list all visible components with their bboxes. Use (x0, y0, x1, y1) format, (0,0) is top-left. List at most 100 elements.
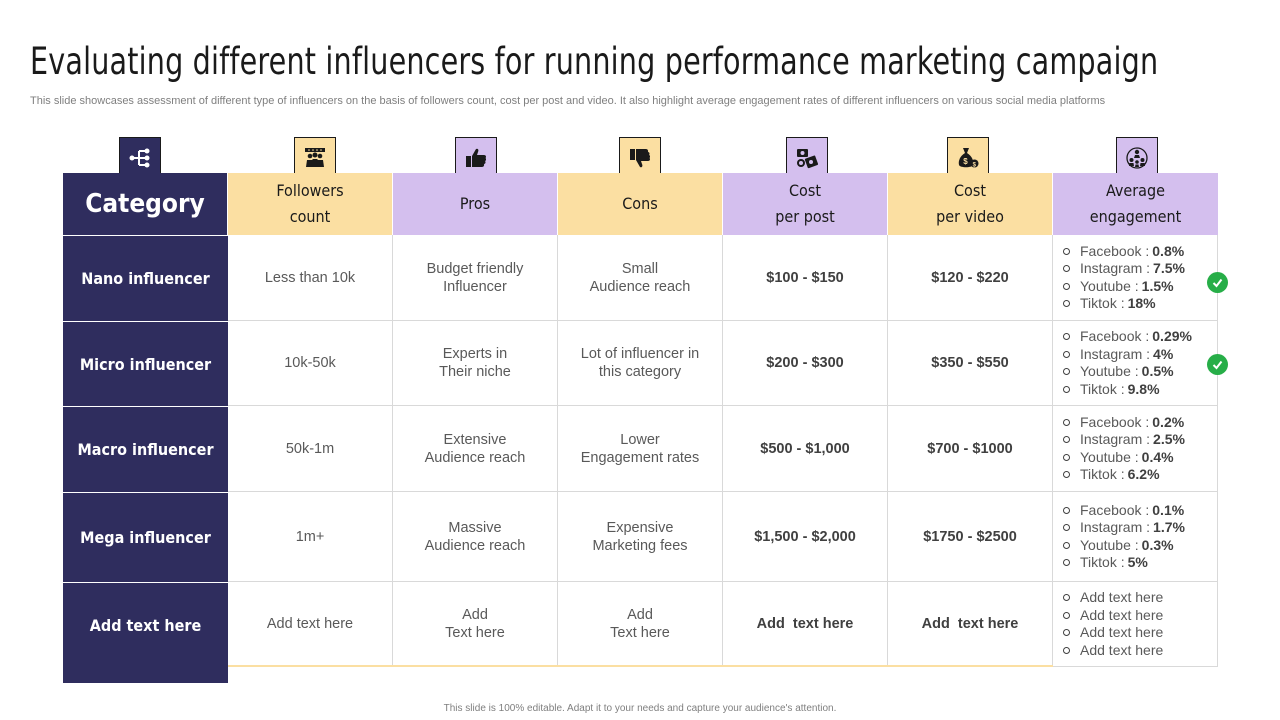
cell-text: Less than 10k (264, 269, 356, 286)
hierarchy-icon (119, 137, 161, 179)
cell-text: Text here (445, 625, 505, 641)
cell-text: Text here (610, 625, 670, 641)
header-cost-post-line2: per post (775, 207, 835, 226)
platform-value: 6.2% (1127, 466, 1160, 482)
cell-text: Add text here (266, 616, 354, 632)
cell-text: Engagement rates (580, 449, 700, 466)
cell-engagement: Facebook : 0.1% Instagram : 1.7% Youtube… (1053, 492, 1218, 582)
row-label-placeholder: Add text here (63, 582, 228, 667)
cell-cons: Lot of influencer in this category (558, 321, 723, 406)
platform-value: 1.7% (1153, 519, 1185, 535)
platform-label: Instagram : (1080, 519, 1151, 535)
cell-text: Marketing fees (592, 537, 688, 554)
cell-text: Experts in (442, 346, 508, 362)
cell-cons: Small Audience reach (558, 235, 723, 321)
platform-label: Instagram : (1080, 345, 1151, 362)
cell-engagement: Facebook : 0.8% Instagram : 7.5% Youtube… (1053, 235, 1218, 321)
header-cons: Cons (558, 173, 723, 235)
list-item: Tiktok : 6.2% (1063, 466, 1217, 484)
list-item: Youtube :1.5% (1063, 278, 1217, 296)
bullet-icon (1063, 559, 1070, 567)
cell-followers: Add text here (228, 582, 393, 667)
bullet-icon (1063, 385, 1070, 393)
cell-text: this category (598, 364, 682, 380)
money-icon (786, 137, 828, 179)
cell-cost-per-video: $700 - $1000 (888, 406, 1053, 492)
header-cost-video-line2: per video (936, 207, 1004, 226)
money-bag-icon: $ $ (947, 137, 989, 179)
header-followers-line1: Followers (276, 181, 344, 200)
platform-value: 0.4% (1141, 448, 1174, 465)
platform-label: Facebook : (1080, 242, 1150, 259)
platform-value: 2.5% (1153, 431, 1185, 447)
cell-cons: Lower Engagement rates (558, 406, 723, 492)
category-column-background (63, 173, 228, 683)
cell-pros: Experts in Their niche (393, 321, 558, 406)
platform-label: Youtube : (1080, 363, 1139, 379)
list-item: Instagram : 1.7% (1063, 519, 1217, 537)
header-average-engagement: Average engagement (1053, 173, 1218, 235)
bullet-icon (1063, 471, 1070, 479)
table-bottom-accent (228, 665, 1053, 667)
slide-footer: This slide is 100% editable. Adapt it to… (443, 703, 837, 714)
header-engagement-line2: engagement (1089, 207, 1182, 226)
svg-text:$: $ (963, 157, 968, 166)
list-item: Tiktok : 5% (1063, 554, 1217, 572)
header-cost-video-line1: Cost (954, 181, 986, 200)
platform-value: 0.3% (1141, 536, 1174, 553)
slide-title: Evaluating different influencers for run… (30, 40, 1159, 83)
bullet-icon (1063, 629, 1070, 637)
platform-label: Facebook : (1080, 328, 1150, 344)
cell-text: Massive (448, 519, 502, 536)
cell-text: 50k-1m (285, 440, 335, 457)
bullet-icon (1063, 265, 1070, 273)
thumbs-up-icon (455, 137, 497, 179)
cell-text: Small (621, 260, 659, 277)
list-item: Facebook : 0.8% (1063, 243, 1217, 261)
influencer-comparison-table: Category Followers count Pros Cons Cost pe… (63, 173, 1218, 683)
list-item: Instagram : 2.5% (1063, 431, 1217, 449)
cell-cost-per-video: $1750 - $2500 (888, 492, 1053, 582)
platform-value: 0.8% (1152, 242, 1185, 259)
cell-pros: Add Text here (393, 582, 558, 667)
row-label-micro: Micro influencer (63, 321, 228, 406)
cell-cost-per-post: $500 - $1,000 (723, 406, 888, 492)
header-cost-per-post: Cost per post (723, 173, 888, 235)
platform-label: Instagram : (1080, 431, 1151, 447)
header-cost-post-line1: Cost (788, 181, 821, 200)
list-item: Add text here (1063, 642, 1217, 660)
platform-label: Tiktok : (1080, 295, 1125, 311)
list-item: Facebook : 0.29% (1063, 328, 1217, 346)
bullet-icon (1063, 594, 1070, 602)
cell-text: Lot of influencer in (580, 346, 700, 362)
cell-cost-per-post: Add text here (723, 582, 888, 667)
platform-label: Tiktok : (1080, 554, 1125, 570)
cell-cost-per-post: $200 - $300 (723, 321, 888, 406)
cell-text: Expensive (606, 519, 674, 536)
cell-engagement: Add text here Add text here Add text her… (1053, 582, 1218, 667)
row-label-macro: Macro influencer (63, 406, 228, 492)
platform-label: Add text here (1080, 589, 1164, 605)
bullet-icon (1063, 611, 1070, 619)
list-item: Instagram : 7.5% (1063, 260, 1217, 278)
platform-label: Youtube : (1080, 277, 1139, 294)
cell-text: Audience reach (424, 449, 526, 466)
cell-text: Extensive (443, 431, 507, 448)
platform-label: Add text here (1080, 641, 1164, 658)
header-followers: Followers count (228, 173, 393, 235)
list-item: Tiktok : 18% (1063, 295, 1217, 313)
row-label-mega: Mega influencer (63, 492, 228, 582)
list-item: Facebook : 0.2% (1063, 414, 1217, 432)
platform-value: 5% (1127, 554, 1148, 570)
list-item: Add text here (1063, 607, 1217, 625)
header-pros: Pros (393, 173, 558, 235)
bullet-icon (1063, 282, 1070, 290)
platform-label: Youtube : (1080, 536, 1139, 553)
bullet-icon (1063, 541, 1070, 549)
platform-label: Add text here (1080, 624, 1164, 640)
bullet-icon (1063, 350, 1070, 358)
list-item: Facebook : 0.1% (1063, 502, 1217, 520)
bullet-icon (1063, 418, 1070, 426)
list-item: Tiktok : 9.8% (1063, 381, 1217, 399)
check-circle-icon (1207, 272, 1228, 293)
